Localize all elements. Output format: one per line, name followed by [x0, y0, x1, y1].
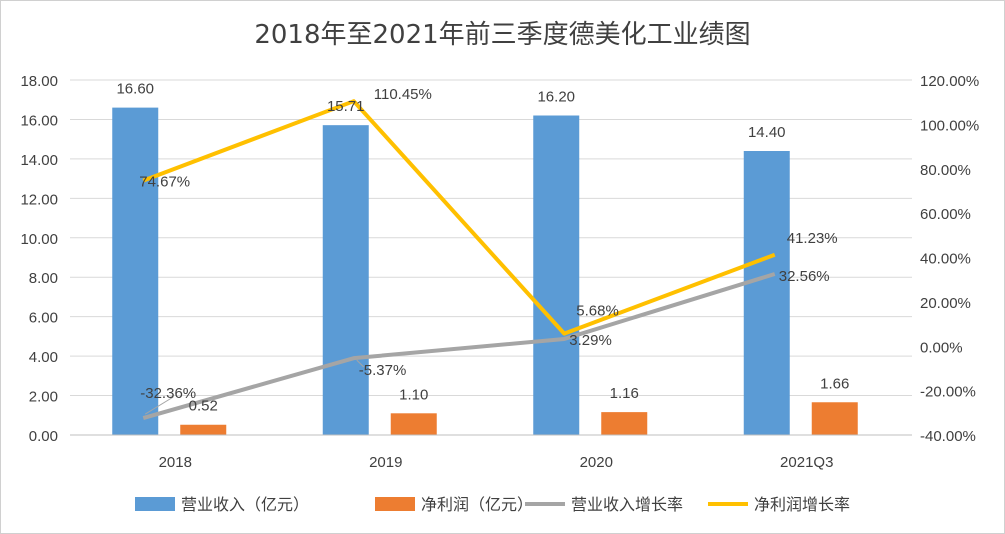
x-tick-label: 2019	[369, 454, 402, 471]
line-revenue-growth	[142, 272, 776, 420]
leader-line	[144, 396, 174, 415]
bar-data-label: 16.20	[537, 89, 575, 106]
y-left-tick-label: 10.00	[20, 231, 58, 248]
bar-data-label: 14.40	[748, 124, 786, 141]
y-right-tick-label: 0.00%	[920, 339, 963, 356]
line-data-label: 74.67%	[139, 174, 190, 191]
line-data-label: 3.29%	[569, 332, 612, 349]
bar-revenue	[112, 107, 159, 435]
line-data-label: 41.23%	[787, 230, 838, 247]
bar-data-label: 1.66	[820, 375, 849, 392]
chart-title: 2018年至2021年前三季度德美化工业绩图	[254, 20, 751, 50]
bar-data-label: 1.16	[610, 385, 639, 402]
line-net-profit-growth	[142, 99, 776, 336]
y-right-tick-label: 80.00%	[920, 162, 971, 179]
bar-data-label: 0.52	[189, 398, 218, 415]
line-data-label: 110.45%	[374, 86, 432, 103]
y-right-tick-label: 40.00%	[920, 251, 971, 268]
y-right-tick-label: -20.00%	[920, 384, 976, 401]
bar-net-profit	[601, 412, 648, 435]
x-tick-label: 2021Q3	[780, 454, 833, 471]
legend-label: 净利润（亿元）	[421, 496, 533, 514]
bar-data-label: 15.71	[327, 98, 365, 115]
bar-revenue	[533, 115, 580, 435]
y-left-tick-label: 16.00	[20, 112, 58, 129]
line-data-label: -5.37%	[359, 362, 407, 379]
x-tick-label: 2018	[159, 454, 192, 471]
x-tick-label: 2020	[580, 454, 613, 471]
legend-swatch	[135, 497, 175, 511]
y-right-tick-label: -40.00%	[920, 428, 976, 445]
bar-data-label: 16.60	[116, 81, 154, 98]
bar-net-profit	[811, 402, 858, 435]
bar-net-profit	[180, 424, 227, 435]
leader-line	[356, 359, 365, 368]
legend-label: 营业收入（亿元）	[181, 496, 309, 514]
y-left-tick-label: 8.00	[29, 270, 58, 287]
y-right-tick-label: 120.00%	[920, 73, 979, 90]
legend-swatch	[375, 497, 415, 511]
line-data-label: 5.68%	[576, 303, 619, 320]
line-data-label: 32.56%	[779, 268, 830, 285]
bar-net-profit	[390, 413, 437, 435]
y-left-tick-label: 12.00	[20, 191, 58, 208]
bar-revenue	[743, 151, 790, 435]
legend-label: 营业收入增长率	[571, 496, 683, 514]
y-right-tick-label: 60.00%	[920, 206, 971, 223]
line-data-label: -32.36%	[140, 385, 196, 402]
y-left-tick-label: 14.00	[20, 152, 58, 169]
y-left-tick-label: 2.00	[29, 389, 58, 406]
bar-revenue	[322, 125, 369, 436]
y-left-tick-label: 4.00	[29, 349, 58, 366]
y-left-tick-label: 6.00	[29, 310, 58, 327]
y-left-tick-label: 18.00	[20, 73, 58, 90]
y-right-tick-label: 100.00%	[920, 117, 979, 134]
y-right-tick-label: 20.00%	[920, 295, 971, 312]
y-left-tick-label: 0.00	[29, 428, 58, 445]
legend-label: 净利润增长率	[754, 496, 850, 514]
bar-data-label: 1.10	[399, 386, 428, 403]
